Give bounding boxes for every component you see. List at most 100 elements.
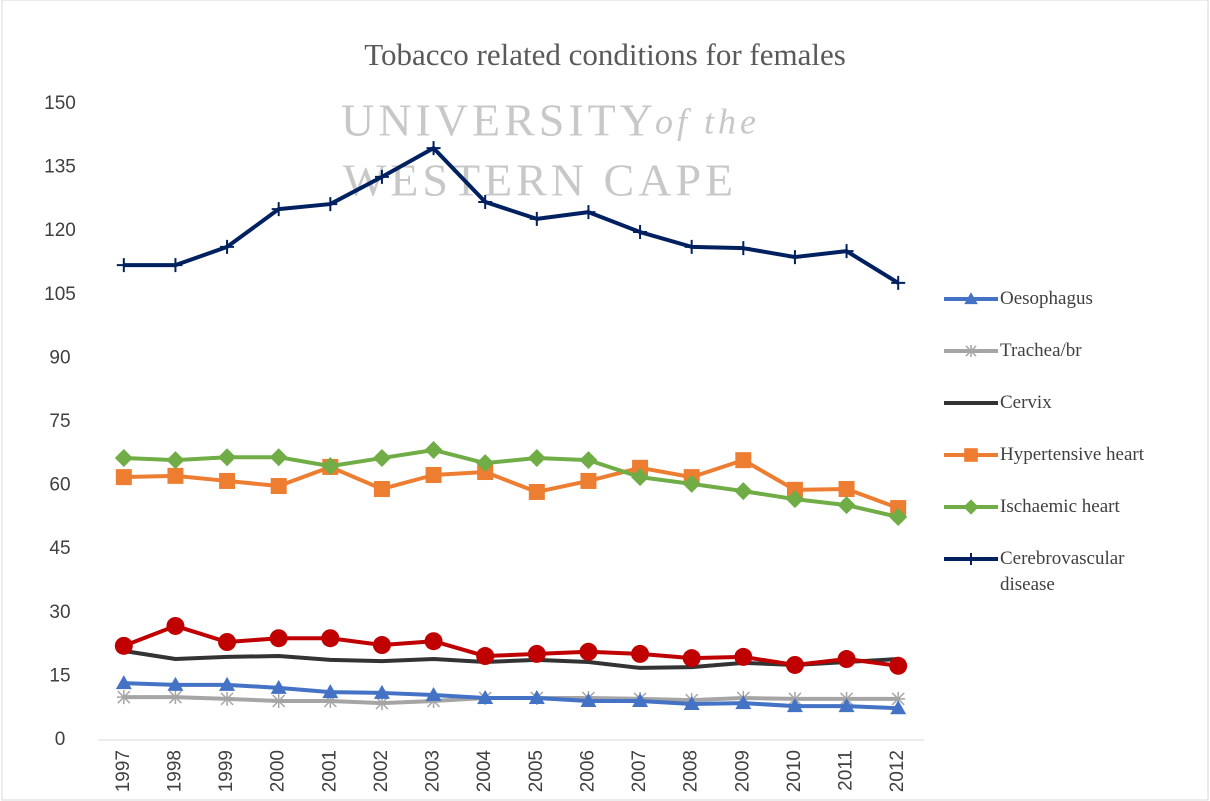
marker bbox=[425, 687, 442, 702]
marker bbox=[476, 647, 495, 666]
x-tick-label: 2007 bbox=[629, 750, 650, 792]
y-tick-label: 75 bbox=[49, 411, 70, 432]
y-tick-label: 135 bbox=[44, 157, 76, 178]
marker-shape bbox=[270, 478, 287, 495]
marker bbox=[424, 440, 443, 459]
marker bbox=[786, 698, 803, 713]
marker-shape bbox=[426, 141, 441, 156]
marker-shape bbox=[168, 258, 183, 273]
marker bbox=[218, 633, 237, 652]
marker-shape bbox=[837, 650, 856, 669]
marker-shape bbox=[735, 452, 752, 469]
marker-shape bbox=[115, 675, 132, 690]
marker bbox=[478, 194, 493, 209]
marker-shape bbox=[323, 693, 338, 708]
marker bbox=[527, 644, 546, 663]
marker bbox=[838, 698, 855, 713]
watermark: of the bbox=[655, 101, 760, 141]
y-tick-label: 150 bbox=[44, 93, 76, 114]
y-tick-label: 30 bbox=[49, 602, 70, 623]
marker bbox=[373, 480, 390, 497]
marker-shape bbox=[579, 451, 598, 470]
legend-swatch bbox=[944, 401, 998, 405]
marker bbox=[166, 616, 185, 635]
marker bbox=[838, 480, 855, 497]
marker bbox=[580, 472, 597, 489]
marker-shape bbox=[269, 629, 288, 648]
legend-swatch bbox=[944, 345, 998, 357]
legend-item: Hypertensive heart bbox=[942, 442, 1172, 494]
marker bbox=[736, 241, 751, 256]
x-tick-label: 2001 bbox=[319, 750, 340, 792]
marker-shape bbox=[684, 239, 699, 254]
series-line bbox=[123, 146, 900, 285]
marker-shape bbox=[580, 692, 597, 707]
x-tick-label: 1997 bbox=[113, 750, 134, 792]
marker-shape bbox=[269, 448, 288, 467]
marker-shape bbox=[476, 647, 495, 666]
marker bbox=[581, 205, 596, 220]
marker bbox=[891, 691, 906, 706]
x-tick-label: 2010 bbox=[784, 750, 805, 792]
legend-item: Cerebrovascular disease bbox=[942, 546, 1172, 598]
marker bbox=[965, 345, 977, 357]
marker-shape bbox=[891, 691, 906, 706]
marker bbox=[787, 250, 802, 265]
marker bbox=[527, 449, 546, 468]
marker bbox=[580, 692, 597, 707]
y-tick-label: 120 bbox=[44, 220, 76, 241]
marker-shape bbox=[168, 690, 183, 705]
x-tick-label: 2006 bbox=[577, 750, 598, 792]
legend-label: Trachea/br bbox=[1000, 340, 1082, 361]
marker-shape bbox=[683, 695, 700, 710]
legend-label: Ischaemic heart bbox=[1000, 496, 1120, 517]
x-tick-label: 2008 bbox=[681, 750, 702, 792]
marker-shape bbox=[167, 676, 184, 691]
x-tick-label: 2002 bbox=[371, 750, 392, 792]
marker-shape bbox=[477, 690, 494, 705]
x-tick-label: 1998 bbox=[164, 750, 185, 792]
legend-label: Cervix bbox=[1000, 392, 1052, 413]
marker-shape bbox=[579, 642, 598, 661]
marker-shape bbox=[682, 649, 701, 668]
legend: Oesophagus Trachea/br Cervix Hypertensive h… bbox=[942, 286, 1172, 598]
marker bbox=[322, 684, 339, 699]
marker bbox=[632, 692, 649, 707]
legend-label: Cerebrovascular disease bbox=[1000, 548, 1125, 595]
marker bbox=[528, 690, 545, 705]
y-tick-label: 45 bbox=[49, 538, 70, 559]
marker bbox=[889, 656, 908, 675]
marker-shape bbox=[271, 202, 286, 217]
marker-shape bbox=[632, 692, 649, 707]
marker-shape bbox=[220, 239, 235, 254]
marker bbox=[373, 684, 390, 699]
marker bbox=[167, 676, 184, 691]
legend-label: Oesophagus bbox=[1000, 288, 1093, 309]
legend-item: Cervix bbox=[942, 390, 1172, 442]
marker-shape bbox=[581, 205, 596, 220]
legend-swatch bbox=[944, 292, 998, 305]
marker-shape bbox=[889, 507, 908, 526]
marker bbox=[964, 448, 978, 462]
marker bbox=[735, 695, 752, 710]
marker bbox=[168, 690, 183, 705]
marker bbox=[785, 655, 804, 674]
marker-shape bbox=[219, 472, 236, 489]
marker bbox=[425, 467, 442, 483]
marker-shape bbox=[965, 345, 977, 357]
marker bbox=[116, 258, 131, 273]
marker bbox=[321, 629, 340, 648]
marker bbox=[219, 472, 236, 489]
marker-shape bbox=[372, 636, 391, 655]
marker bbox=[166, 451, 185, 470]
series-line bbox=[123, 623, 899, 668]
marker bbox=[684, 239, 699, 254]
marker bbox=[890, 700, 907, 715]
marker-shape bbox=[529, 211, 544, 226]
marker bbox=[964, 292, 978, 305]
legend-swatch bbox=[944, 448, 998, 462]
marker bbox=[114, 636, 133, 655]
